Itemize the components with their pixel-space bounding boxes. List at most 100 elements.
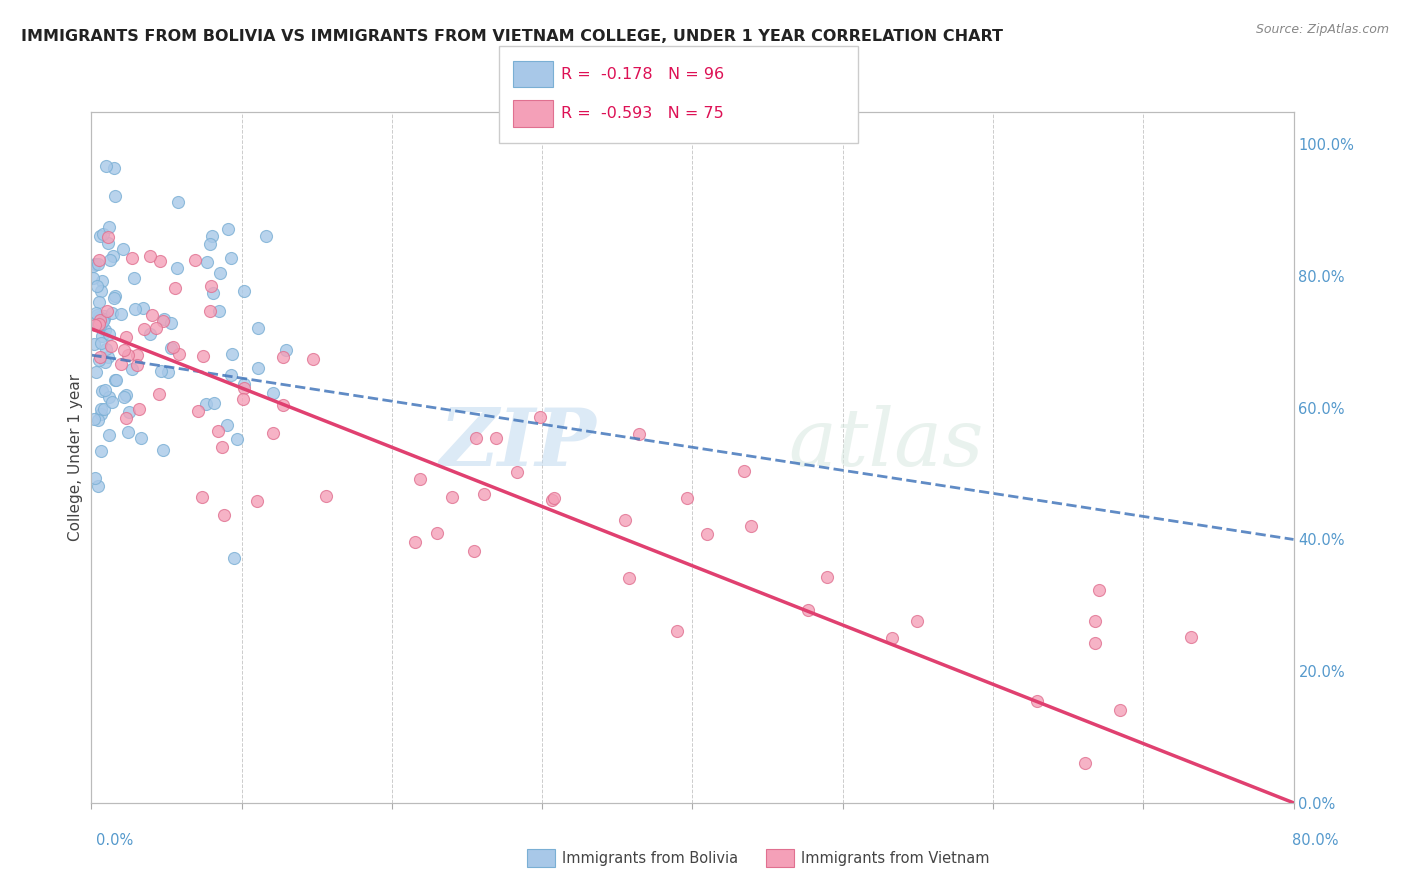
Point xyxy=(98,428,121,442)
Point xyxy=(184,252,207,267)
Point xyxy=(440,490,463,504)
Point xyxy=(114,411,136,425)
Point xyxy=(112,343,135,358)
Point xyxy=(97,235,120,250)
Point xyxy=(94,159,117,173)
Point xyxy=(84,365,107,379)
Point xyxy=(195,397,218,411)
Point xyxy=(271,350,294,364)
Point xyxy=(83,471,105,485)
Point xyxy=(905,614,928,628)
Point xyxy=(543,491,565,505)
Point xyxy=(225,432,247,446)
Point xyxy=(94,343,117,357)
Point xyxy=(797,603,820,617)
Text: Immigrants from Vietnam: Immigrants from Vietnam xyxy=(801,851,990,865)
Point xyxy=(273,398,295,412)
Point xyxy=(302,351,325,366)
Point xyxy=(613,513,636,527)
Text: Immigrants from Bolivia: Immigrants from Bolivia xyxy=(562,851,738,865)
Point xyxy=(122,270,145,285)
Point xyxy=(540,492,562,507)
Point xyxy=(86,308,108,322)
Point xyxy=(1026,694,1049,708)
Point xyxy=(201,228,224,243)
Point xyxy=(150,364,173,378)
Point xyxy=(128,402,150,417)
Point xyxy=(83,337,105,351)
Point xyxy=(86,317,108,331)
Point xyxy=(208,266,231,280)
Point xyxy=(89,295,111,310)
Point xyxy=(90,336,112,351)
Point xyxy=(207,424,229,438)
Point xyxy=(198,303,221,318)
Point xyxy=(98,326,121,341)
Point xyxy=(219,368,242,383)
Point xyxy=(103,161,125,175)
Point xyxy=(666,624,689,639)
Point xyxy=(87,479,110,493)
Point xyxy=(104,289,127,303)
Point xyxy=(112,390,135,404)
Text: IMMIGRANTS FROM BOLIVIA VS IMMIGRANTS FROM VIETNAM COLLEGE, UNDER 1 YEAR CORRELA: IMMIGRANTS FROM BOLIVIA VS IMMIGRANTS FR… xyxy=(21,29,1002,44)
Point xyxy=(217,222,239,236)
Point xyxy=(262,386,284,401)
Point xyxy=(1074,756,1097,770)
Point xyxy=(148,386,170,401)
Point xyxy=(98,219,121,234)
Point xyxy=(159,341,181,355)
Point xyxy=(733,465,755,479)
Point xyxy=(89,351,111,365)
Point xyxy=(195,254,218,268)
Point xyxy=(274,343,297,357)
Point xyxy=(160,316,183,330)
Point xyxy=(104,373,127,387)
Point xyxy=(90,444,112,458)
Text: R =  -0.178   N = 96: R = -0.178 N = 96 xyxy=(561,67,724,81)
Point xyxy=(98,253,121,268)
Point xyxy=(212,508,235,523)
Point xyxy=(202,396,225,410)
Point xyxy=(111,242,134,256)
Point xyxy=(232,377,254,392)
Point xyxy=(97,230,120,244)
Point xyxy=(90,384,112,398)
Point xyxy=(463,544,485,558)
Text: 80.0%: 80.0% xyxy=(1292,833,1339,847)
Point xyxy=(89,313,111,327)
Point xyxy=(219,251,242,265)
Point xyxy=(101,306,124,320)
Point xyxy=(103,291,125,305)
Point xyxy=(222,551,245,566)
Point xyxy=(529,409,551,424)
Point xyxy=(139,327,162,342)
Point xyxy=(167,194,190,209)
Point xyxy=(90,317,112,331)
Point xyxy=(115,330,138,344)
Point xyxy=(409,472,432,486)
Point xyxy=(117,348,139,362)
Point xyxy=(87,318,110,333)
Point xyxy=(110,357,132,371)
Point xyxy=(153,312,176,326)
Point xyxy=(93,309,115,323)
Point xyxy=(472,487,495,501)
Point xyxy=(104,189,127,203)
Point xyxy=(127,358,149,372)
Point xyxy=(505,466,527,480)
Point xyxy=(1087,583,1109,598)
Point xyxy=(211,440,233,454)
Point xyxy=(166,260,188,275)
Point xyxy=(246,494,269,508)
Point xyxy=(882,632,904,646)
Point xyxy=(152,314,174,328)
Point xyxy=(165,281,187,295)
Point xyxy=(84,257,107,271)
Point xyxy=(132,322,155,336)
Point xyxy=(117,425,139,439)
Point xyxy=(89,228,111,243)
Point xyxy=(127,348,149,362)
Point xyxy=(90,402,112,417)
Point xyxy=(815,570,838,584)
